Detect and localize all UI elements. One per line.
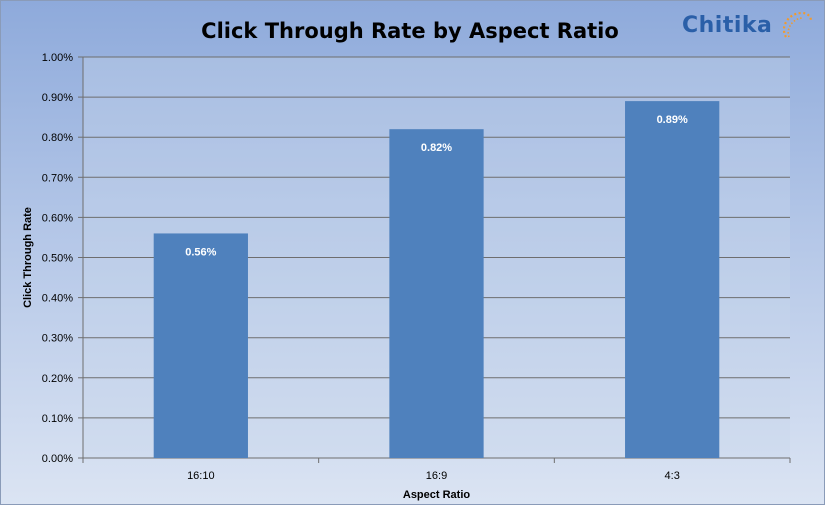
chart-title: Click Through Rate by Aspect Ratio	[201, 19, 619, 43]
y-tick-label: 0.20%	[42, 373, 73, 385]
bar	[153, 233, 248, 458]
data-label: 0.82%	[421, 142, 452, 154]
bar	[625, 101, 720, 459]
y-tick-label: 0.00%	[42, 453, 73, 465]
x-tick-label: 16:9	[426, 470, 447, 482]
bar	[389, 129, 484, 458]
y-tick-label: 0.40%	[42, 293, 73, 305]
y-axis-title: Click Through Rate	[22, 207, 34, 308]
y-tick-label: 0.30%	[42, 333, 73, 345]
swoosh-icon	[782, 11, 812, 38]
y-tick-label: 1.00%	[42, 52, 73, 64]
data-label: 0.89%	[657, 114, 688, 126]
chitika-logo: Chitika	[682, 7, 812, 45]
y-tick-label: 0.10%	[42, 413, 73, 425]
y-tick-label: 0.80%	[42, 132, 73, 144]
x-tick-label: 4:3	[665, 470, 680, 482]
y-tick-label: 0.60%	[42, 212, 73, 224]
x-tick-label: 16:10	[187, 470, 215, 482]
x-axis-title: Aspect Ratio	[403, 489, 471, 501]
y-tick-label: 0.90%	[42, 92, 73, 104]
y-tick-label: 0.50%	[42, 253, 73, 265]
logo-text: Chitika	[682, 13, 773, 38]
y-tick-label: 0.70%	[42, 172, 73, 184]
data-label: 0.56%	[185, 246, 216, 258]
